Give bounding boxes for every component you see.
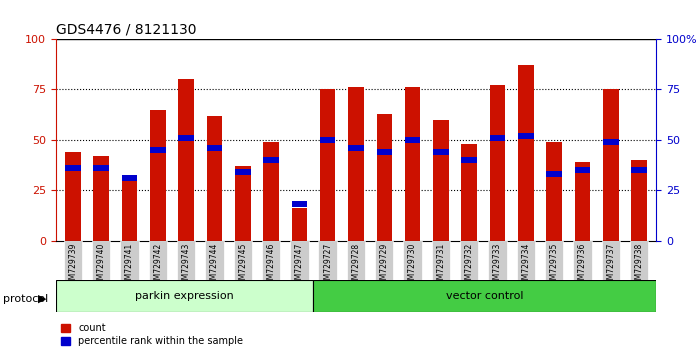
Bar [574, 167, 591, 173]
Bar [94, 165, 109, 171]
FancyBboxPatch shape [630, 241, 648, 280]
Bar [121, 175, 138, 181]
Bar [320, 137, 336, 143]
FancyBboxPatch shape [56, 280, 313, 312]
Bar [263, 157, 279, 163]
Text: GSM729742: GSM729742 [154, 243, 162, 289]
Bar [263, 142, 279, 241]
FancyBboxPatch shape [92, 241, 110, 280]
Bar [292, 209, 307, 241]
Bar [547, 142, 562, 241]
Bar [178, 79, 194, 241]
FancyBboxPatch shape [149, 241, 167, 280]
Bar [433, 120, 449, 241]
FancyBboxPatch shape [177, 241, 195, 280]
Text: GSM729743: GSM729743 [181, 243, 191, 289]
Text: GSM729729: GSM729729 [380, 243, 389, 289]
FancyBboxPatch shape [313, 280, 656, 312]
Bar [207, 116, 222, 241]
FancyBboxPatch shape [262, 241, 280, 280]
FancyBboxPatch shape [318, 241, 337, 280]
Bar [632, 160, 647, 241]
Bar [632, 167, 647, 173]
Text: GSM729740: GSM729740 [96, 243, 105, 289]
Bar [461, 144, 477, 241]
FancyBboxPatch shape [290, 241, 309, 280]
Text: GSM729738: GSM729738 [634, 243, 644, 289]
FancyBboxPatch shape [602, 241, 620, 280]
Bar [121, 176, 138, 241]
Text: GSM729745: GSM729745 [238, 243, 247, 289]
Text: GDS4476 / 8121130: GDS4476 / 8121130 [56, 22, 196, 36]
Text: GSM729741: GSM729741 [125, 243, 134, 289]
Text: GSM729728: GSM729728 [352, 243, 360, 289]
Bar [603, 139, 618, 145]
Bar [376, 149, 392, 155]
Bar [150, 110, 165, 241]
Bar [376, 114, 392, 241]
Text: protocol: protocol [3, 294, 49, 304]
Text: GSM729746: GSM729746 [267, 243, 276, 289]
FancyBboxPatch shape [120, 241, 139, 280]
Bar [292, 201, 307, 207]
Bar [235, 166, 251, 241]
Bar [433, 149, 449, 155]
Bar [94, 156, 109, 241]
FancyBboxPatch shape [234, 241, 252, 280]
FancyBboxPatch shape [432, 241, 450, 280]
FancyBboxPatch shape [347, 241, 365, 280]
Bar [348, 145, 364, 151]
Text: GSM729731: GSM729731 [436, 243, 445, 289]
Bar [320, 90, 336, 241]
Bar [235, 169, 251, 175]
Text: GSM729739: GSM729739 [68, 243, 77, 289]
FancyBboxPatch shape [573, 241, 592, 280]
Bar [150, 147, 165, 153]
Bar [518, 133, 534, 139]
Bar [603, 90, 618, 241]
Text: GSM729736: GSM729736 [578, 243, 587, 289]
Text: ▶: ▶ [38, 294, 47, 304]
Text: GSM729732: GSM729732 [465, 243, 474, 289]
Bar [490, 135, 505, 141]
Legend: count, percentile rank within the sample: count, percentile rank within the sample [61, 324, 243, 346]
FancyBboxPatch shape [205, 241, 223, 280]
Text: GSM729734: GSM729734 [521, 243, 530, 289]
Bar [65, 165, 80, 171]
Bar [518, 65, 534, 241]
Bar [348, 87, 364, 241]
Text: GSM729727: GSM729727 [323, 243, 332, 289]
Text: vector control: vector control [446, 291, 524, 301]
Text: GSM729747: GSM729747 [295, 243, 304, 289]
Text: GSM729733: GSM729733 [493, 243, 502, 289]
Bar [65, 152, 80, 241]
Bar [405, 87, 420, 241]
Bar [461, 157, 477, 163]
Bar [574, 162, 591, 241]
Text: GSM729730: GSM729730 [408, 243, 417, 289]
Text: GSM729735: GSM729735 [550, 243, 558, 289]
FancyBboxPatch shape [460, 241, 478, 280]
Text: GSM729744: GSM729744 [210, 243, 219, 289]
Bar [178, 135, 194, 141]
FancyBboxPatch shape [64, 241, 82, 280]
FancyBboxPatch shape [489, 241, 507, 280]
Bar [405, 137, 420, 143]
Bar [207, 145, 222, 151]
Bar [547, 171, 562, 177]
FancyBboxPatch shape [403, 241, 422, 280]
Text: GSM729737: GSM729737 [607, 243, 616, 289]
FancyBboxPatch shape [375, 241, 394, 280]
Text: parkin expression: parkin expression [135, 291, 234, 301]
Bar [490, 85, 505, 241]
FancyBboxPatch shape [517, 241, 535, 280]
FancyBboxPatch shape [545, 241, 563, 280]
